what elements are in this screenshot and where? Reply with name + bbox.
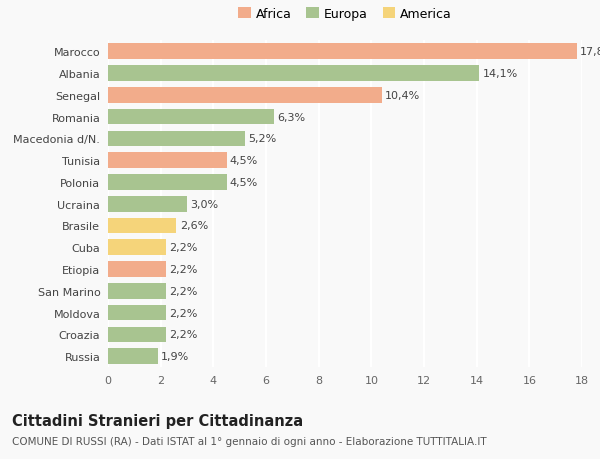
Bar [108, 153, 227, 168]
Bar [108, 240, 166, 256]
Bar [108, 305, 166, 321]
Bar [108, 327, 166, 342]
Text: COMUNE DI RUSSI (RA) - Dati ISTAT al 1° gennaio di ogni anno - Elaborazione TUTT: COMUNE DI RUSSI (RA) - Dati ISTAT al 1° … [12, 436, 487, 446]
Text: 1,9%: 1,9% [161, 351, 190, 361]
Text: 2,2%: 2,2% [169, 330, 197, 340]
Text: 5,2%: 5,2% [248, 134, 277, 144]
Bar [108, 262, 166, 277]
Text: Cittadini Stranieri per Cittadinanza: Cittadini Stranieri per Cittadinanza [12, 413, 303, 428]
Bar [108, 66, 479, 82]
Bar [108, 131, 245, 147]
Text: 2,2%: 2,2% [169, 243, 197, 253]
Text: 14,1%: 14,1% [482, 69, 518, 79]
Bar [108, 283, 166, 299]
Bar [108, 88, 382, 103]
Bar [108, 348, 158, 364]
Bar [108, 218, 176, 234]
Text: 2,2%: 2,2% [169, 264, 197, 274]
Text: 3,0%: 3,0% [190, 199, 218, 209]
Bar [108, 110, 274, 125]
Bar [108, 196, 187, 212]
Legend: Africa, Europa, America: Africa, Europa, America [235, 5, 455, 23]
Bar [108, 45, 577, 60]
Text: 6,3%: 6,3% [277, 112, 305, 123]
Text: 4,5%: 4,5% [230, 156, 258, 166]
Text: 17,8%: 17,8% [580, 47, 600, 57]
Text: 2,6%: 2,6% [179, 221, 208, 231]
Text: 4,5%: 4,5% [230, 178, 258, 188]
Text: 2,2%: 2,2% [169, 286, 197, 296]
Text: 2,2%: 2,2% [169, 308, 197, 318]
Bar [108, 175, 227, 190]
Text: 10,4%: 10,4% [385, 90, 420, 101]
